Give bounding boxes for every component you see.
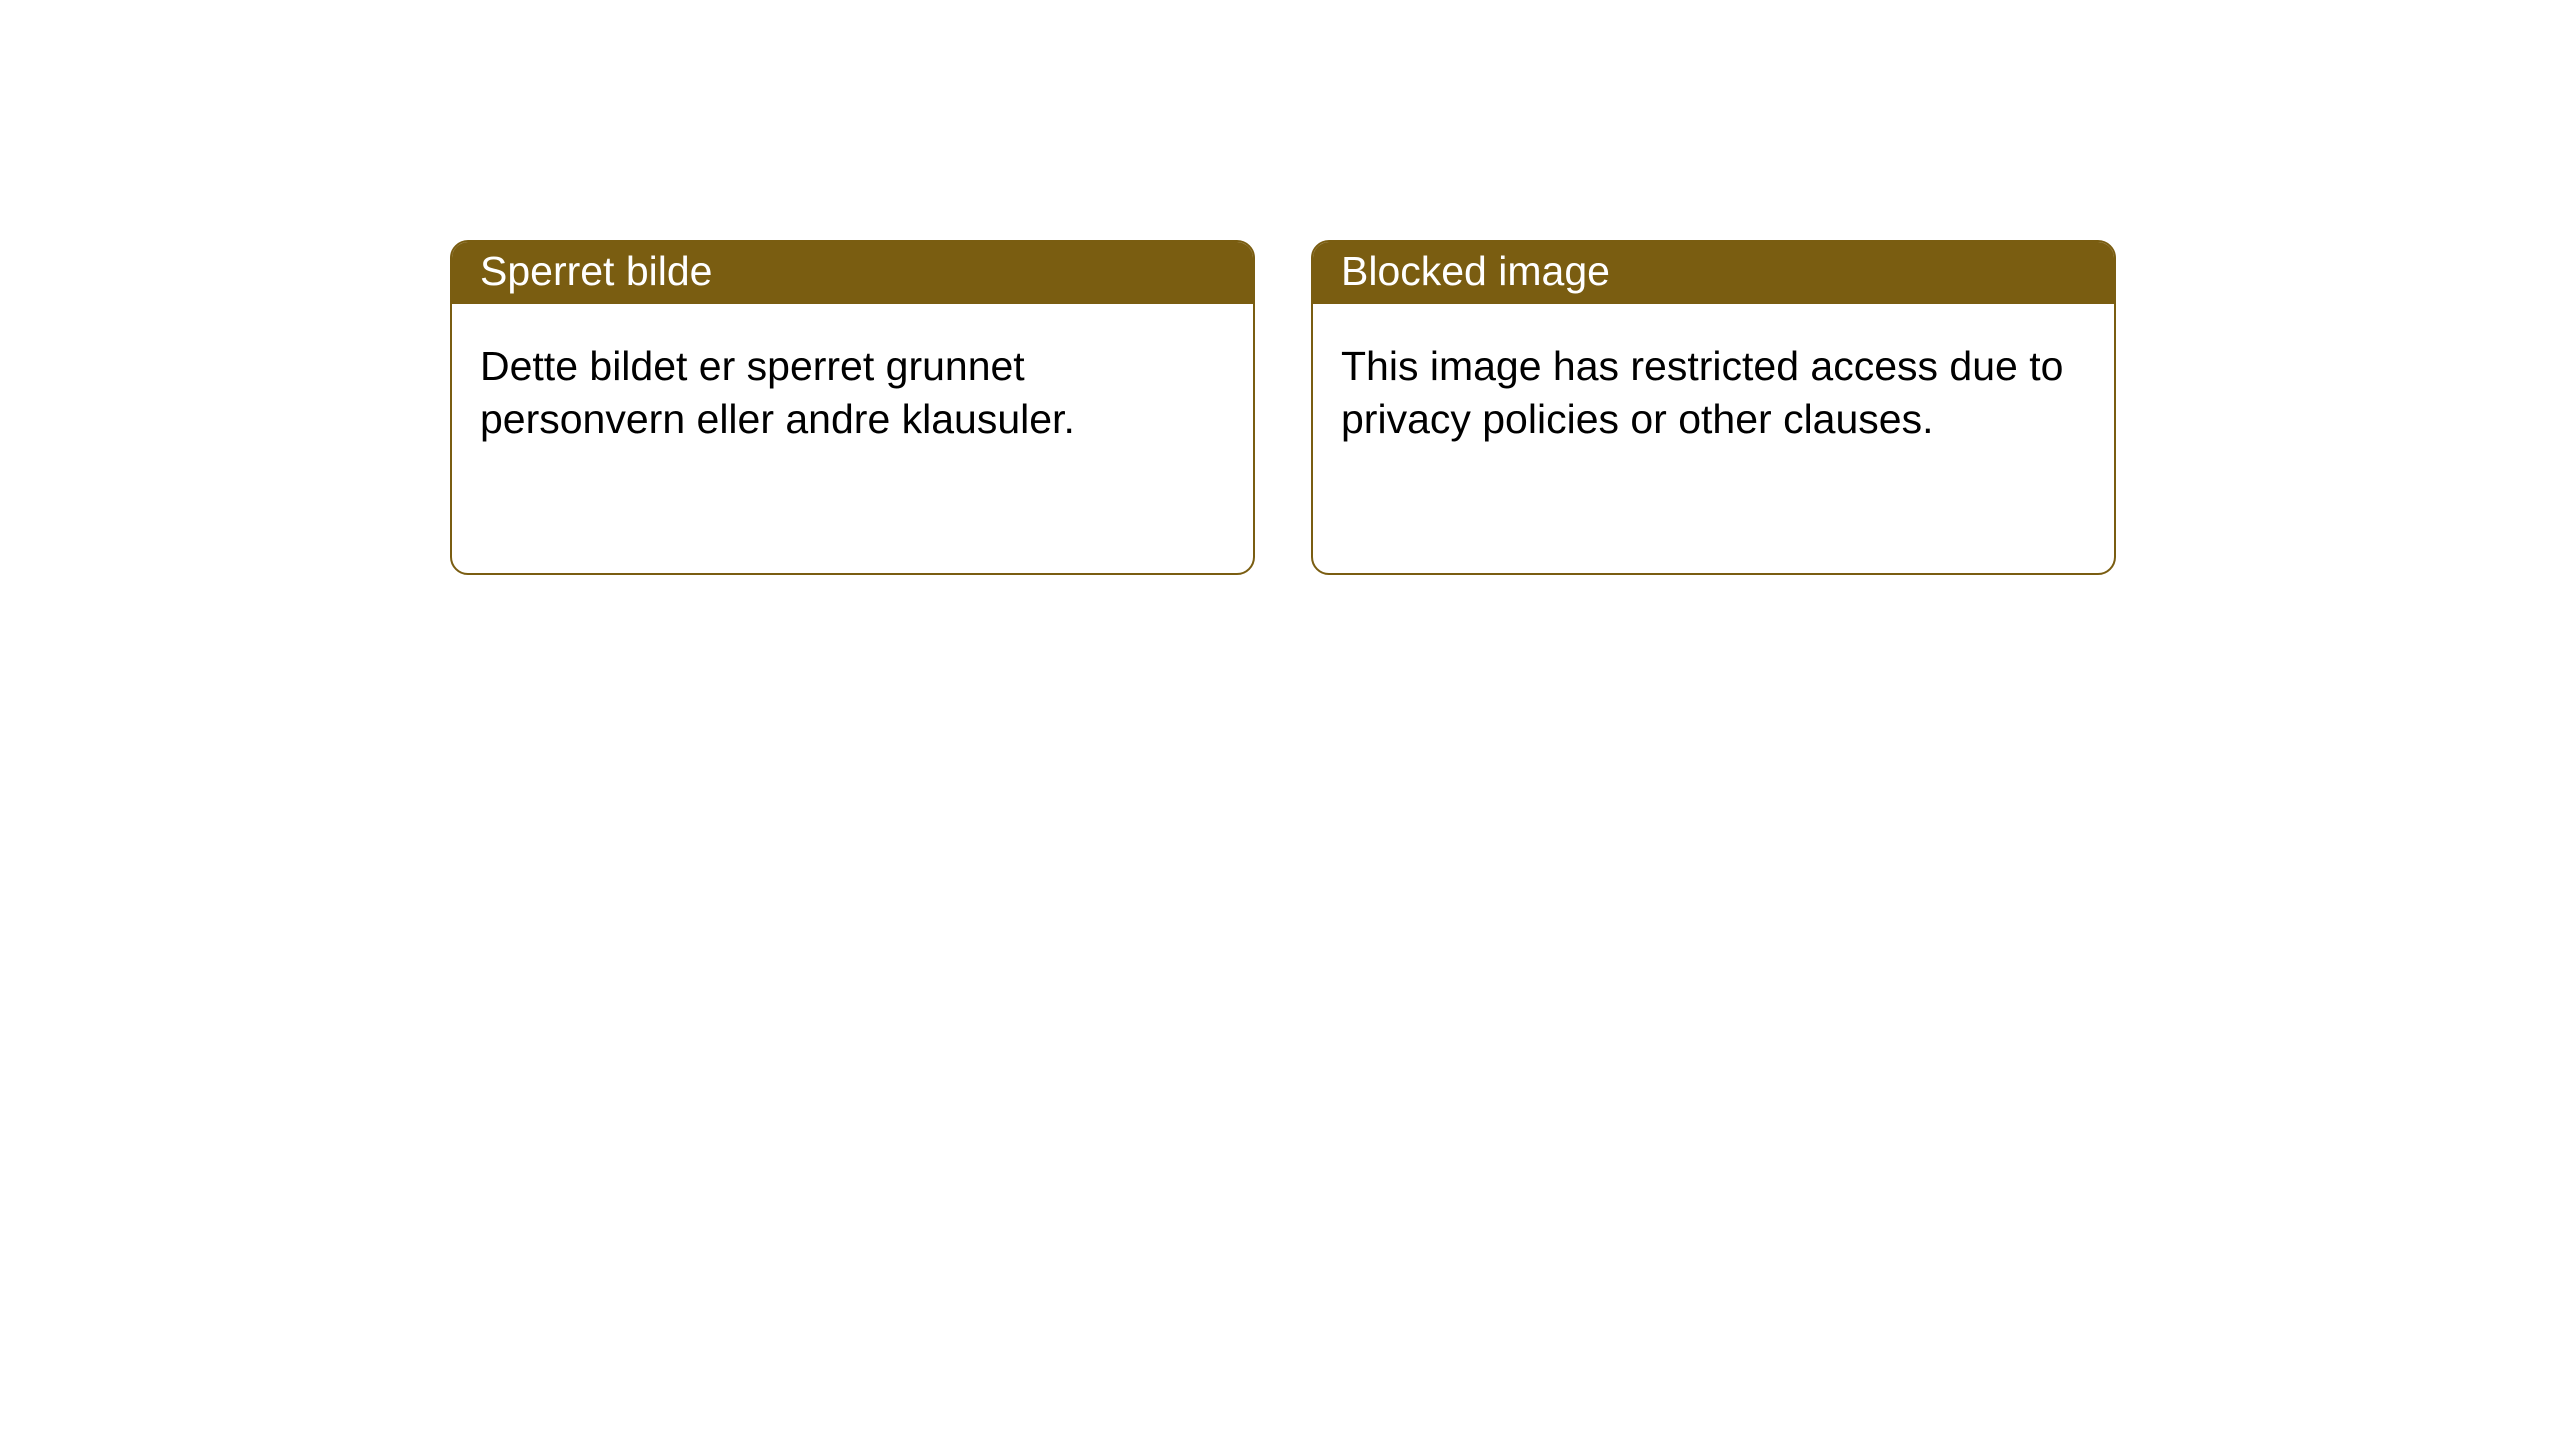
notice-card-norwegian: Sperret bilde Dette bildet er sperret gr… <box>450 240 1255 575</box>
card-body: Dette bildet er sperret grunnet personve… <box>452 304 1253 473</box>
notice-cards-row: Sperret bilde Dette bildet er sperret gr… <box>0 0 2560 575</box>
card-body: This image has restricted access due to … <box>1313 304 2114 473</box>
card-header: Sperret bilde <box>452 242 1253 304</box>
notice-card-english: Blocked image This image has restricted … <box>1311 240 2116 575</box>
card-header: Blocked image <box>1313 242 2114 304</box>
